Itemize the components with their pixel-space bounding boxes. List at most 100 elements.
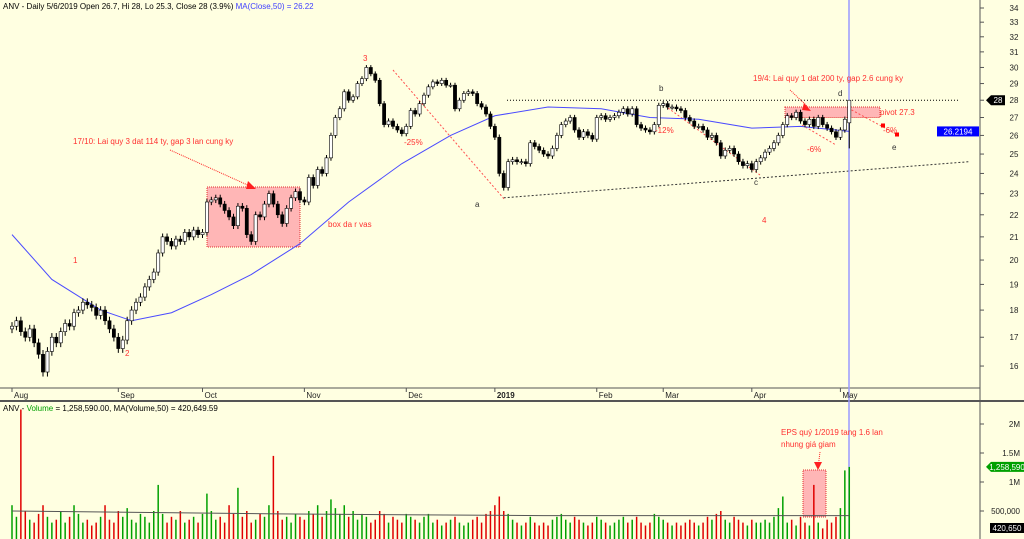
candle-body <box>687 117 692 122</box>
last-volume-tag-label: 1,258,590 <box>989 463 1024 472</box>
candle-body <box>120 339 125 349</box>
decline-trendline <box>847 107 899 136</box>
candle-body <box>205 201 209 233</box>
price-tick-label: 31 <box>1010 48 1019 57</box>
candle-body <box>382 103 387 125</box>
candle-body <box>54 336 59 344</box>
wave-label-3: 3 <box>363 54 368 63</box>
candle-body <box>634 108 639 125</box>
point-label-a: a <box>475 200 480 209</box>
q3-arrow <box>169 149 253 188</box>
decline-label-6a: -6% <box>807 145 822 154</box>
candle-body <box>174 238 178 247</box>
candle-body <box>577 129 581 138</box>
candle-body <box>696 126 701 128</box>
price-tick-label: 30 <box>1010 63 1019 72</box>
support-trendline <box>503 161 969 199</box>
decline-label-25: -25% <box>404 138 423 147</box>
decline-trendline <box>667 107 761 176</box>
date-tick-label: Feb <box>599 391 613 400</box>
date-tick-label: Oct <box>204 391 217 400</box>
decline-trendline <box>801 124 837 146</box>
candle-body <box>262 203 267 218</box>
candle-body <box>816 117 821 127</box>
candle-body <box>590 135 595 140</box>
candle-body <box>138 296 143 303</box>
price-tick-label: 33 <box>1010 18 1019 27</box>
candle-body <box>670 106 674 109</box>
q3-earnings-note: 17/10: Lai quy 3 dat 114 ty, gap 3 lan c… <box>73 137 234 146</box>
candle-body <box>692 120 697 127</box>
candle-body <box>249 234 254 242</box>
candle-body <box>36 342 41 355</box>
candle-body <box>519 161 524 164</box>
candle-body <box>785 115 790 125</box>
candle-body <box>373 73 378 81</box>
pivot-zone-box <box>784 106 881 118</box>
q3-arrow-head <box>246 181 256 189</box>
candle-body <box>603 115 608 120</box>
candle-body <box>422 94 426 104</box>
candle-body <box>559 124 564 136</box>
candle-body <box>749 163 754 170</box>
candle-body <box>834 131 838 138</box>
candle-body <box>355 83 360 98</box>
price-tick-label: 34 <box>1010 4 1019 13</box>
candle-body <box>444 79 449 86</box>
candle-body <box>541 149 546 155</box>
eps-arrow-head <box>814 462 822 470</box>
volume-header-prefix: ANV - <box>3 404 27 413</box>
price-tick-label: 17 <box>1010 333 1019 342</box>
candle-body <box>200 232 205 235</box>
candle-body <box>754 161 759 170</box>
candle-body <box>683 110 688 118</box>
candle-body <box>165 236 169 242</box>
candle-body <box>360 78 364 84</box>
candle-body <box>271 193 276 205</box>
candle-body <box>741 161 745 166</box>
candle-body <box>413 110 418 115</box>
candle-body <box>528 142 533 164</box>
candle-body <box>745 163 750 166</box>
date-tick-label: 2019 <box>497 391 515 400</box>
decline-trendline <box>392 69 506 201</box>
candle-body <box>665 103 670 108</box>
date-tick-label: Sep <box>120 391 135 400</box>
pivot-label: pivot 27.3 <box>880 108 915 117</box>
candle-body <box>767 148 772 153</box>
candle-body <box>581 131 586 138</box>
candle-body <box>178 238 183 242</box>
price-tick-label: 21 <box>1010 233 1019 242</box>
candle-body <box>758 157 763 163</box>
q1-arrow-head <box>802 103 811 111</box>
candle-body <box>284 208 289 224</box>
candle-body <box>439 79 444 84</box>
candle-body <box>18 320 23 332</box>
candle-body <box>510 159 515 163</box>
candle-body <box>298 191 302 201</box>
eps-note-line1: EPS quý 1/2019 tang 1.6 lan <box>781 428 883 437</box>
candle-body <box>430 81 435 88</box>
candle-body <box>275 203 280 216</box>
candle-body <box>656 105 661 125</box>
candle-body <box>333 117 338 136</box>
candle-body <box>125 320 130 341</box>
candle-body <box>763 151 768 159</box>
candle-body <box>342 91 347 110</box>
candle-body <box>426 86 431 96</box>
price-pane-header: ANV - Daily 5/6/2019 Open 26.7, Hi 28, L… <box>3 2 314 11</box>
candle-body <box>156 252 161 273</box>
price-tick-label: 16 <box>1010 362 1019 371</box>
volume-tick-label: 500,000 <box>991 507 1020 516</box>
date-tick-label: Dec <box>408 391 422 400</box>
candle-body <box>41 354 45 373</box>
candle-body <box>820 117 825 125</box>
candle-body <box>351 96 356 101</box>
ma-value-tag-label: 26.2194 <box>944 127 973 136</box>
price-tick-label: 22 <box>1010 211 1019 220</box>
candle-body <box>377 79 382 104</box>
candle-body <box>80 301 85 311</box>
candle-body <box>253 214 258 242</box>
price-tick-label: 26 <box>1010 131 1019 140</box>
candle-body <box>222 203 227 211</box>
